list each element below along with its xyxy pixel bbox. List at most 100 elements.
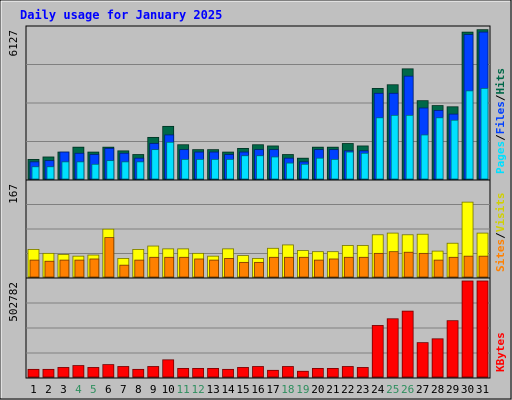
legend-sites: Sites	[494, 239, 507, 272]
bar-sites-day-31	[478, 255, 489, 278]
x-tick-label: 13	[206, 383, 219, 396]
bar-pages-day-31	[480, 88, 489, 180]
bar-sites	[463, 255, 474, 278]
bar-sites-day-1	[29, 259, 40, 278]
bar-pages-day-9	[151, 149, 160, 180]
x-axis-tick-labels: 1 2 3 4 5 6 7 8 9 10 11 12 13 14 15 16 17 18 19 20 21 22 23 24 2…	[30, 383, 489, 396]
bar-kbytes	[416, 342, 429, 378]
x-tick-label: 23	[356, 383, 369, 396]
bar-pages	[241, 155, 249, 180]
x-tick-label: 10	[162, 383, 175, 396]
bar-pages	[91, 163, 100, 180]
bar-kbytes-day-27	[416, 342, 429, 378]
bar-sites-day-27	[418, 252, 429, 278]
bar-pages-day-21	[330, 159, 339, 180]
bar-pages-day-4	[76, 161, 85, 180]
bar-kbytes	[371, 325, 384, 378]
bar-pages-day-10	[166, 141, 175, 180]
legend-files: Files	[494, 101, 507, 134]
bar-sites-day-2	[44, 260, 55, 278]
bar-pages	[345, 151, 354, 180]
bar-kbytes-day-7	[117, 366, 130, 378]
bar-kbytes-day-16	[252, 366, 264, 378]
bar-sites-day-25	[388, 251, 399, 278]
bar-pages	[465, 90, 474, 180]
x-tick-label: 7	[120, 383, 127, 396]
bar-pages	[256, 155, 264, 180]
chart-title: Daily usage for January 2025	[20, 8, 222, 22]
bar-kbytes	[72, 365, 85, 378]
x-tick-label: 11	[177, 383, 190, 396]
bar-pages-day-26	[405, 114, 414, 180]
bar-kbytes-day-14	[222, 368, 234, 378]
bar-pages-day-5	[91, 163, 100, 180]
x-tick-label: 18	[281, 383, 294, 396]
bar-kbytes	[102, 364, 115, 378]
bar-sites-day-14	[224, 258, 234, 278]
bar-sites	[104, 237, 115, 278]
bar-pages-day-14	[226, 159, 234, 180]
bar-pages	[286, 162, 294, 180]
bar-pages-day-8	[136, 161, 145, 180]
bar-pages	[435, 117, 444, 180]
bar-sites	[388, 251, 399, 278]
x-tick-label: 9	[150, 383, 157, 396]
x-tick-label: 4	[75, 383, 82, 396]
bar-sites-day-8	[134, 259, 145, 278]
panel-legend: Pages/Files/Hits	[494, 68, 507, 174]
bar-sites	[74, 259, 85, 278]
bar-pages	[315, 157, 324, 180]
bar-sites	[29, 259, 40, 278]
bar-kbytes	[192, 368, 205, 378]
bar-pages	[375, 117, 384, 180]
bar-kbytes-day-12	[192, 368, 205, 378]
bar-sites	[44, 260, 55, 278]
bar-pages	[31, 166, 40, 180]
x-tick-label: 26	[401, 383, 414, 396]
bar-pages-day-30	[465, 90, 474, 180]
bar-sites	[269, 256, 279, 278]
bar-kbytes-day-1	[27, 368, 40, 378]
bar-kbytes	[222, 368, 234, 378]
bar-sites-day-11	[179, 256, 190, 278]
legend-separator: /	[494, 94, 507, 101]
bar-pages	[76, 161, 85, 180]
bar-kbytes-day-11	[177, 368, 190, 378]
bar-kbytes-day-13	[207, 368, 219, 378]
bar-sites-day-24	[373, 252, 384, 278]
x-tick-label: 29	[446, 383, 459, 396]
bar-sites	[164, 256, 175, 278]
bar-kbytes-day-2	[42, 368, 55, 378]
x-tick-label: 8	[135, 383, 142, 396]
bar-pages	[301, 163, 309, 180]
bar-kbytes-day-15	[237, 367, 249, 378]
bar-kbytes-day-20	[311, 368, 324, 378]
x-tick-label: 30	[461, 383, 474, 396]
bar-pages-day-27	[420, 134, 429, 180]
bar-kbytes	[177, 368, 190, 378]
bar-pages-day-28	[435, 117, 444, 180]
x-tick-label: 3	[60, 383, 67, 396]
x-tick-label: 24	[371, 383, 385, 396]
bar-pages-day-13	[211, 159, 219, 180]
bar-pages	[151, 149, 160, 180]
bar-kbytes-day-3	[57, 367, 70, 378]
bar-sites-day-17	[269, 256, 279, 278]
bar-sites	[149, 256, 160, 278]
bar-pages-day-19	[301, 163, 309, 180]
bar-sites	[403, 251, 414, 278]
x-tick-label: 31	[476, 383, 489, 396]
x-tick-label: 28	[431, 383, 444, 396]
bar-pages-day-22	[345, 151, 354, 180]
x-tick-label: 1	[30, 383, 37, 396]
bar-sites	[373, 252, 384, 278]
bar-sites	[343, 256, 354, 278]
x-tick-label: 20	[311, 383, 324, 396]
bar-pages	[360, 152, 369, 180]
bar-sites-day-10	[164, 256, 175, 278]
bar-kbytes	[237, 367, 249, 378]
legend-separator: /	[494, 232, 507, 239]
bar-pages-day-17	[271, 156, 279, 180]
bar-pages	[390, 114, 399, 180]
bar-pages	[450, 119, 459, 180]
